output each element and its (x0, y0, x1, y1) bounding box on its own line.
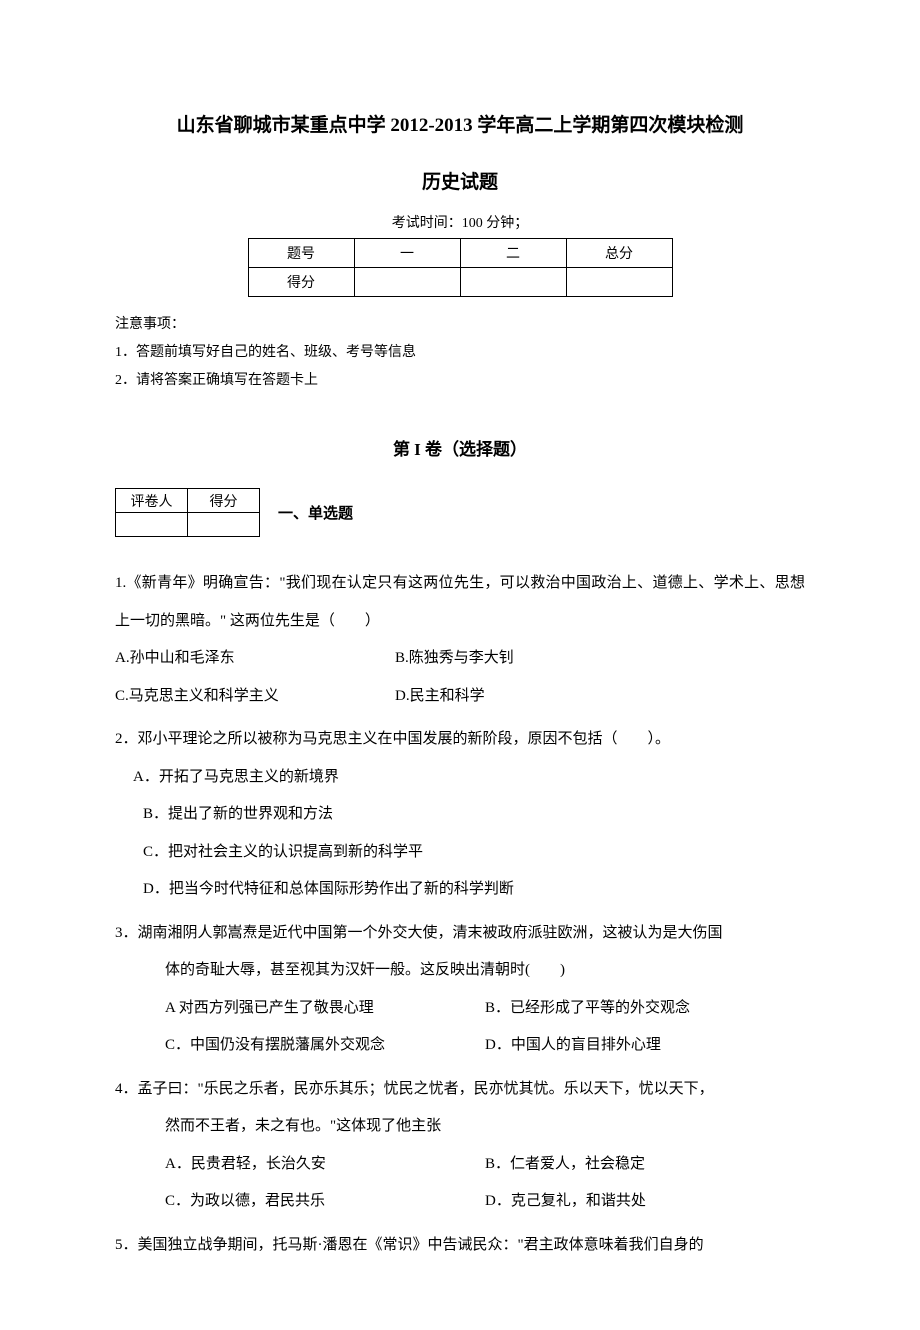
question-body-line2: 体的奇耻大辱，甚至视其为汉奸一般。这反映出清朝时( ) (115, 952, 805, 990)
cell-part1-score (354, 268, 460, 297)
section-title: 第 I 卷（选择题） (115, 435, 805, 460)
score-table: 题号 一 二 总分 得分 (248, 238, 673, 297)
notes-line: 2．请将答案正确填写在答题卡上 (115, 367, 805, 395)
question-body-line2: 然而不王者，未之有也。"这体现了他主张 (115, 1108, 805, 1146)
question-5: 5．美国独立战争期间，托马斯·潘恩在《常识》中告诫民众："君主政体意味着我们自身… (115, 1227, 805, 1265)
option-b: B．已经形成了平等的外交观念 (485, 990, 690, 1028)
cell-part2-score (460, 268, 566, 297)
question-2: 2．邓小平理论之所以被称为马克思主义在中国发展的新阶段，原因不包括（ ）。 A．… (115, 721, 805, 909)
option-b: B．仁者爱人，社会稳定 (485, 1146, 645, 1184)
option-c: C．为政以德，君民共乐 (165, 1183, 485, 1221)
option-d: D.民主和科学 (395, 678, 485, 716)
subtitle: 历史试题 (115, 167, 805, 194)
question-body: 2．邓小平理论之所以被称为马克思主义在中国发展的新阶段，原因不包括（ ）。 (115, 721, 805, 759)
option-d: D．把当今时代特征和总体国际形势作出了新的科学判断 (115, 871, 805, 909)
option-b: B.陈独秀与李大钊 (395, 640, 514, 678)
notes-block: 注意事项： 1．答题前填写好自己的姓名、班级、考号等信息 2．请将答案正确填写在… (115, 311, 805, 395)
cell-part1: 一 (354, 239, 460, 268)
table-row: 得分 (248, 268, 672, 297)
main-title: 山东省聊城市某重点中学 2012-2013 学年高二上学期第四次模块检测 (115, 110, 805, 137)
grader-table: 评卷人 得分 (115, 488, 260, 537)
question-4: 4．孟子曰："乐民之乐者，民亦乐其乐；忧民之忧者，民亦忧其忧。乐以天下，忧以天下… (115, 1071, 805, 1221)
options: A 对西方列强已产生了敬畏心理 B．已经形成了平等的外交观念 C．中国仍没有摆脱… (115, 990, 805, 1065)
option-d: D．克己复礼，和谐共处 (485, 1183, 646, 1221)
question-body-line1: 3．湖南湘阴人郭嵩焘是近代中国第一个外交大使，清末被政府派驻欧洲，这被认为是大伤… (115, 915, 805, 953)
notes-heading: 注意事项： (115, 311, 805, 339)
option-a: A．民贵君轻，长治久安 (165, 1146, 485, 1184)
question-1: 1.《新青年》明确宣告："我们现在认定只有这两位先生，可以救治中国政治上、道德上… (115, 565, 805, 715)
grader-label: 评卷人 (116, 489, 188, 513)
question-body-line1: 4．孟子曰："乐民之乐者，民亦乐其乐；忧民之忧者，民亦忧其忧。乐以天下，忧以天下… (115, 1071, 805, 1109)
table-row: 题号 一 二 总分 (248, 239, 672, 268)
option-c: C．中国仍没有摆脱藩属外交观念 (165, 1027, 485, 1065)
cell-total: 总分 (566, 239, 672, 268)
grader-score-empty (188, 513, 260, 537)
question-body: 5．美国独立战争期间，托马斯·潘恩在《常识》中告诫民众："君主政体意味着我们自身… (115, 1227, 805, 1265)
option-a: A.孙中山和毛泽东 (115, 640, 395, 678)
question-body: 1.《新青年》明确宣告："我们现在认定只有这两位先生，可以救治中国政治上、道德上… (115, 565, 805, 640)
grader-empty (116, 513, 188, 537)
cell-part2: 二 (460, 239, 566, 268)
option-c: C．把对社会主义的认识提高到新的科学平 (115, 834, 805, 872)
option-a: A 对西方列强已产生了敬畏心理 (165, 990, 485, 1028)
options: A.孙中山和毛泽东 B.陈独秀与李大钊 C.马克思主义和科学主义 D.民主和科学 (115, 640, 805, 715)
option-d: D．中国人的盲目排外心理 (485, 1027, 661, 1065)
exam-time: 考试时间：100 分钟； (115, 212, 805, 232)
notes-line: 1．答题前填写好自己的姓名、班级、考号等信息 (115, 339, 805, 367)
option-c: C.马克思主义和科学主义 (115, 678, 395, 716)
options: A．民贵君轻，长治久安 B．仁者爱人，社会稳定 C．为政以德，君民共乐 D．克己… (115, 1146, 805, 1221)
options: A．开拓了马克思主义的新境界 B．提出了新的世界观和方法 C．把对社会主义的认识… (115, 759, 805, 909)
part-label: 一、单选题 (278, 502, 353, 523)
option-a: A．开拓了马克思主义的新境界 (115, 759, 805, 797)
cell-label: 题号 (248, 239, 354, 268)
question-3: 3．湖南湘阴人郭嵩焘是近代中国第一个外交大使，清末被政府派驻欧洲，这被认为是大伤… (115, 915, 805, 1065)
grader-row: 评卷人 得分 一、单选题 (115, 488, 805, 537)
option-b: B．提出了新的世界观和方法 (115, 796, 805, 834)
grader-score-label: 得分 (188, 489, 260, 513)
cell-total-score (566, 268, 672, 297)
cell-label: 得分 (248, 268, 354, 297)
